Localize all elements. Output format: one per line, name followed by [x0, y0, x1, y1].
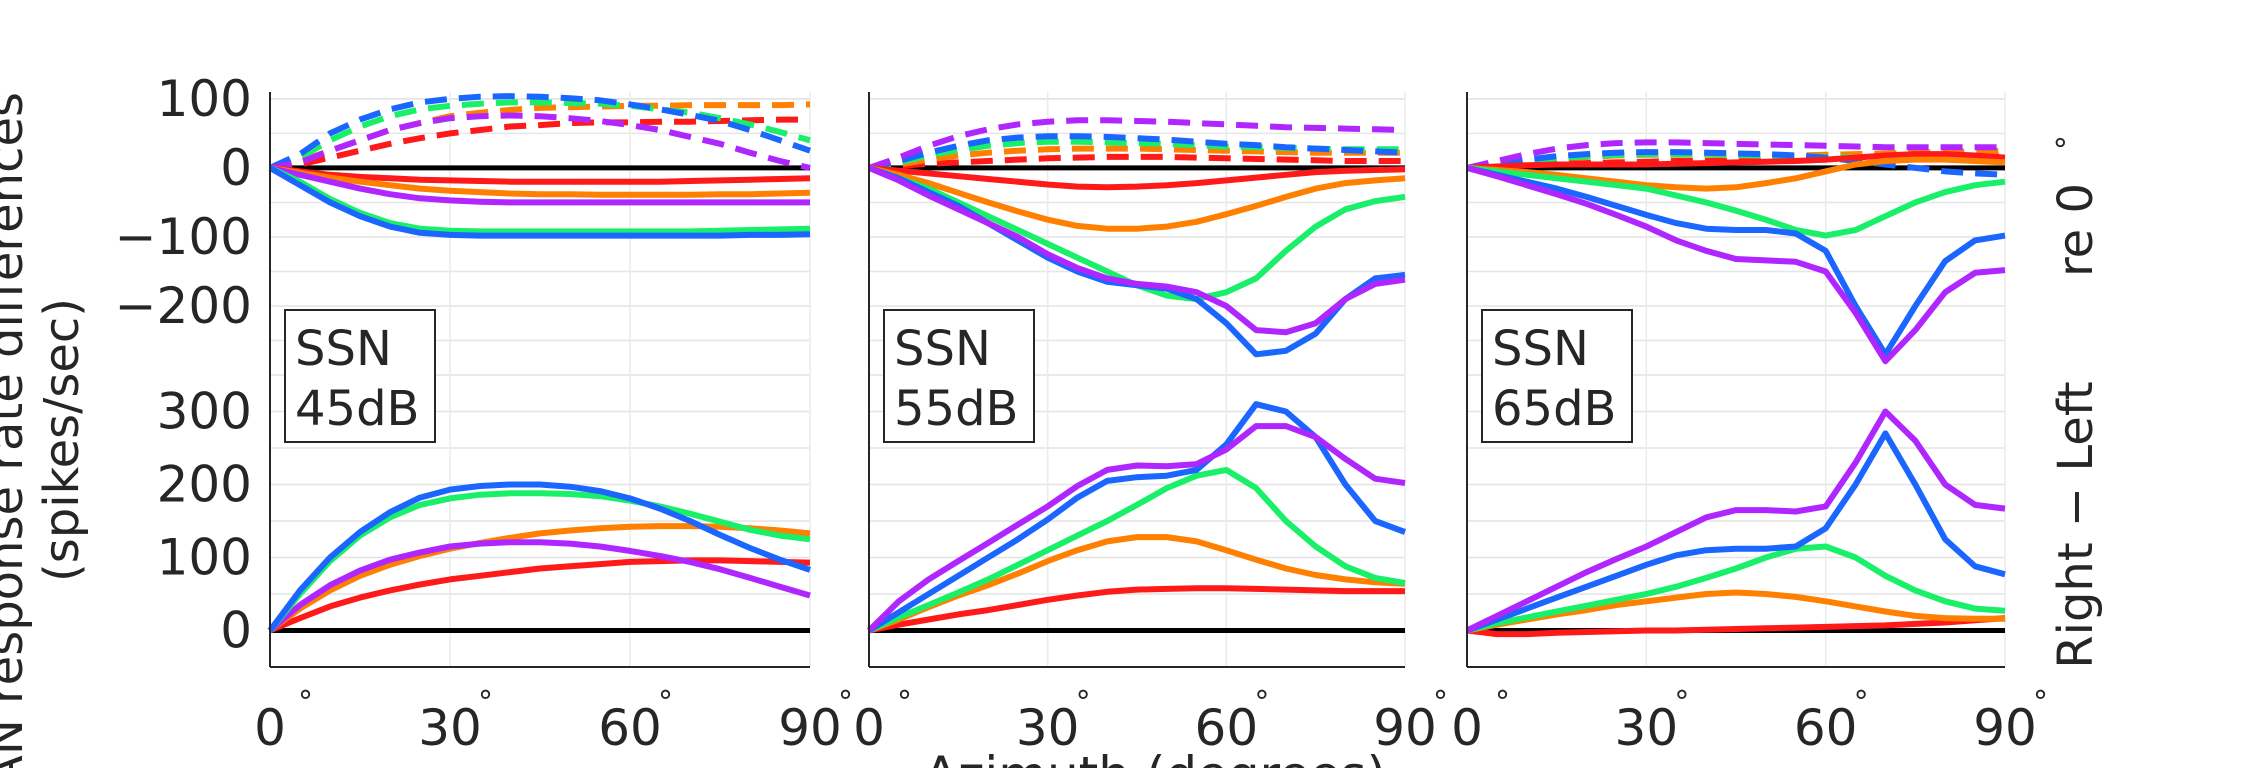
row-label-re-0-degree: ° — [2051, 135, 2086, 150]
series-line-top-solid-red — [868, 164, 1406, 191]
x-tick-label: 30 — [418, 699, 482, 757]
series-line-bottom-red — [1466, 615, 2006, 638]
series-line-bottom-purple — [1465, 408, 2006, 634]
series-line-top-solid-blue — [1466, 164, 2006, 358]
top-y-tick-label: 0 — [220, 139, 252, 197]
panel-label-line2: 55dB — [894, 381, 1018, 437]
series-line-top-dashed-green — [269, 99, 811, 171]
x-tick-degree: ° — [1854, 685, 1869, 720]
series-line-bottom-green — [867, 466, 1406, 634]
series-line-bottom-purple — [866, 423, 1406, 633]
series-line-top-dashed-purple — [868, 117, 1406, 171]
top-y-tick-label: 100 — [157, 70, 252, 128]
x-axis-label: Azimuth (degrees) — [924, 746, 1386, 768]
series-line-top-solid-blue — [268, 165, 811, 239]
x-tick-label: 60 — [1794, 699, 1858, 757]
series-layer — [267, 93, 2006, 638]
series-line-bottom-green — [1466, 543, 2006, 634]
panel-label-box — [883, 309, 1035, 443]
panel-label-line2: 45dB — [295, 381, 419, 437]
series-line-top-solid-purple — [1466, 165, 2006, 365]
y-axis-label-line2: (spikes/sec) — [34, 298, 90, 582]
x-tick-degree: ° — [1495, 685, 1510, 720]
series-line-top-dashed-orange — [868, 145, 1405, 171]
series-line-top-dashed-purple — [269, 112, 811, 171]
row-label-re-0: re 0 — [2048, 183, 2104, 277]
x-tick-degree: ° — [2033, 685, 2048, 720]
x-tick-label: 0 — [853, 699, 885, 757]
panel-label-box — [1481, 309, 1633, 443]
row-label-right-minus-left: Right − Left — [2048, 381, 2104, 668]
series-line-top-dashed-red — [868, 153, 1405, 171]
series-line-top-dashed-purple — [1466, 139, 2005, 171]
series-line-bottom-red — [868, 585, 1405, 634]
x-tick-degree: ° — [838, 685, 853, 720]
series-line-bottom-purple — [268, 539, 811, 633]
panel-label-line2: 65dB — [1492, 381, 1616, 437]
bottom-y-tick-label: 200 — [157, 456, 252, 514]
panel-label-box — [284, 309, 436, 443]
x-tick-label: 0 — [1451, 699, 1483, 757]
series-line-top-dashed-blue — [868, 133, 1406, 171]
series-line-top-solid-orange — [868, 164, 1406, 232]
x-tick-label: 90 — [778, 699, 842, 757]
series-line-top-solid-purple — [867, 165, 1406, 336]
axis-layer — [269, 92, 2005, 668]
series-line-top-solid-red — [1466, 151, 2006, 171]
x-tick-degree: ° — [1674, 685, 1689, 720]
x-tick-label: 60 — [598, 699, 662, 757]
top-y-tick-label: −100 — [115, 208, 252, 266]
bottom-y-tick-label: 300 — [157, 383, 252, 441]
panel-label-line1: SSN — [1492, 321, 1589, 377]
x-tick-label: 90 — [1373, 699, 1437, 757]
series-line-top-dashed-orange — [269, 101, 811, 171]
series-line-bottom-blue — [267, 481, 811, 633]
bottom-y-tick-label: 100 — [157, 529, 252, 587]
x-tick-degree: ° — [658, 685, 673, 720]
x-tick-degree: ° — [478, 685, 493, 720]
x-tick-degree: ° — [1433, 685, 1448, 720]
x-tick-label: 30 — [1615, 699, 1679, 757]
series-line-top-dashed-blue — [1466, 149, 2006, 178]
y-axis-label-line1: AN response rate differences — [0, 92, 34, 768]
panel-label-line1: SSN — [295, 321, 392, 377]
series-line-top-dashed-blue — [268, 93, 811, 171]
series-line-top-solid-orange — [269, 164, 811, 198]
tick-label-layer: 0 ° 30° 60° 90° 0 ° 30° 60° 90° 0 ° 30° 60° 90°1000−10… — [115, 70, 2048, 757]
x-tick-degree: ° — [298, 685, 313, 720]
x-tick-degree: ° — [897, 685, 912, 720]
series-line-bottom-blue — [1465, 430, 2006, 634]
x-tick-label: 0 — [254, 699, 286, 757]
bottom-y-tick-label: 0 — [220, 602, 252, 660]
series-line-top-solid-purple — [269, 164, 810, 206]
top-y-tick-label: −200 — [115, 277, 252, 335]
x-tick-label: 30 — [1016, 699, 1080, 757]
series-line-bottom-red — [268, 557, 811, 634]
series-line-top-solid-green — [1466, 164, 2006, 239]
grid-layer — [269, 92, 2006, 667]
x-tick-degree: ° — [1254, 685, 1269, 720]
series-line-bottom-orange — [268, 523, 811, 633]
x-tick-label: 90 — [1973, 699, 2037, 757]
panel-label-line1: SSN — [894, 321, 991, 377]
series-line-top-solid-green — [268, 165, 811, 235]
x-tick-degree: ° — [1076, 685, 1091, 720]
series-line-top-solid-orange — [1466, 156, 2006, 192]
x-tick-label: 60 — [1195, 699, 1259, 757]
series-line-top-solid-red — [269, 164, 811, 185]
